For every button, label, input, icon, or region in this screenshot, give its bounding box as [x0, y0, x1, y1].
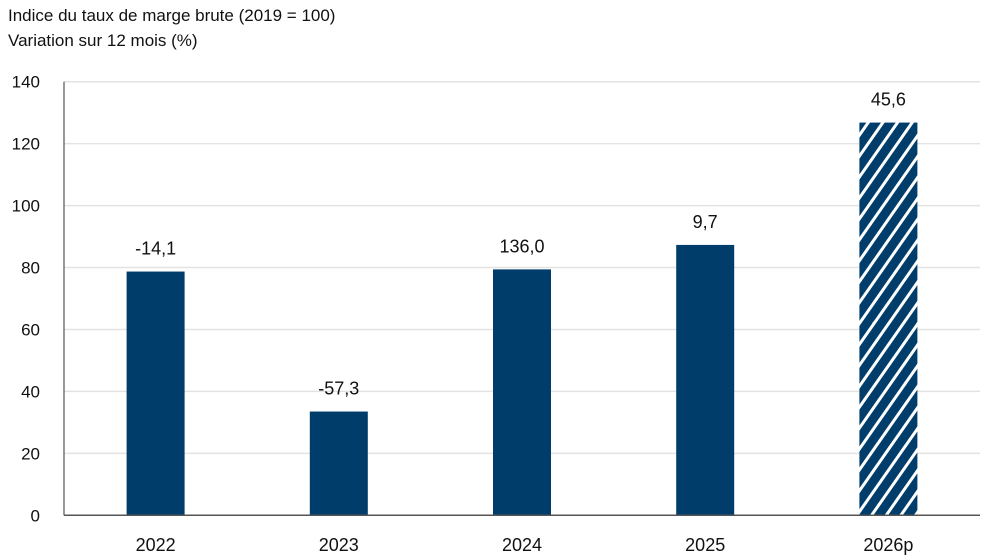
x-tick-label: 2022 [136, 535, 176, 555]
y-tick-label: 120 [12, 135, 40, 154]
x-tick-label: 2024 [502, 535, 542, 555]
bar-2022 [126, 271, 185, 516]
data-label: -57,3 [318, 379, 359, 399]
y-tick-label: 0 [31, 506, 40, 525]
bar-2024 [493, 269, 551, 516]
x-tick-label: 2025 [685, 535, 725, 555]
y-tick-label: 60 [21, 320, 40, 339]
data-label: 45,6 [871, 90, 906, 110]
data-label: 9,7 [693, 212, 718, 232]
data-label: -14,1 [135, 239, 176, 259]
chart-title: Indice du taux de marge brute (2019 = 10… [8, 6, 336, 25]
y-tick-label: 80 [21, 259, 40, 278]
data-label: 136,0 [499, 236, 544, 256]
y-tick-label: 20 [21, 444, 40, 463]
bar-2026p [859, 122, 918, 516]
bar-2023 [309, 411, 368, 516]
x-tick-label: 2023 [319, 535, 359, 555]
chart-subtitle: Variation sur 12 mois (%) [8, 31, 198, 50]
bar-2025 [676, 244, 735, 516]
y-tick-label: 100 [12, 197, 40, 216]
y-tick-label: 140 [12, 73, 40, 92]
x-tick-label: 2026p [863, 535, 913, 555]
y-tick-label: 40 [21, 382, 40, 401]
